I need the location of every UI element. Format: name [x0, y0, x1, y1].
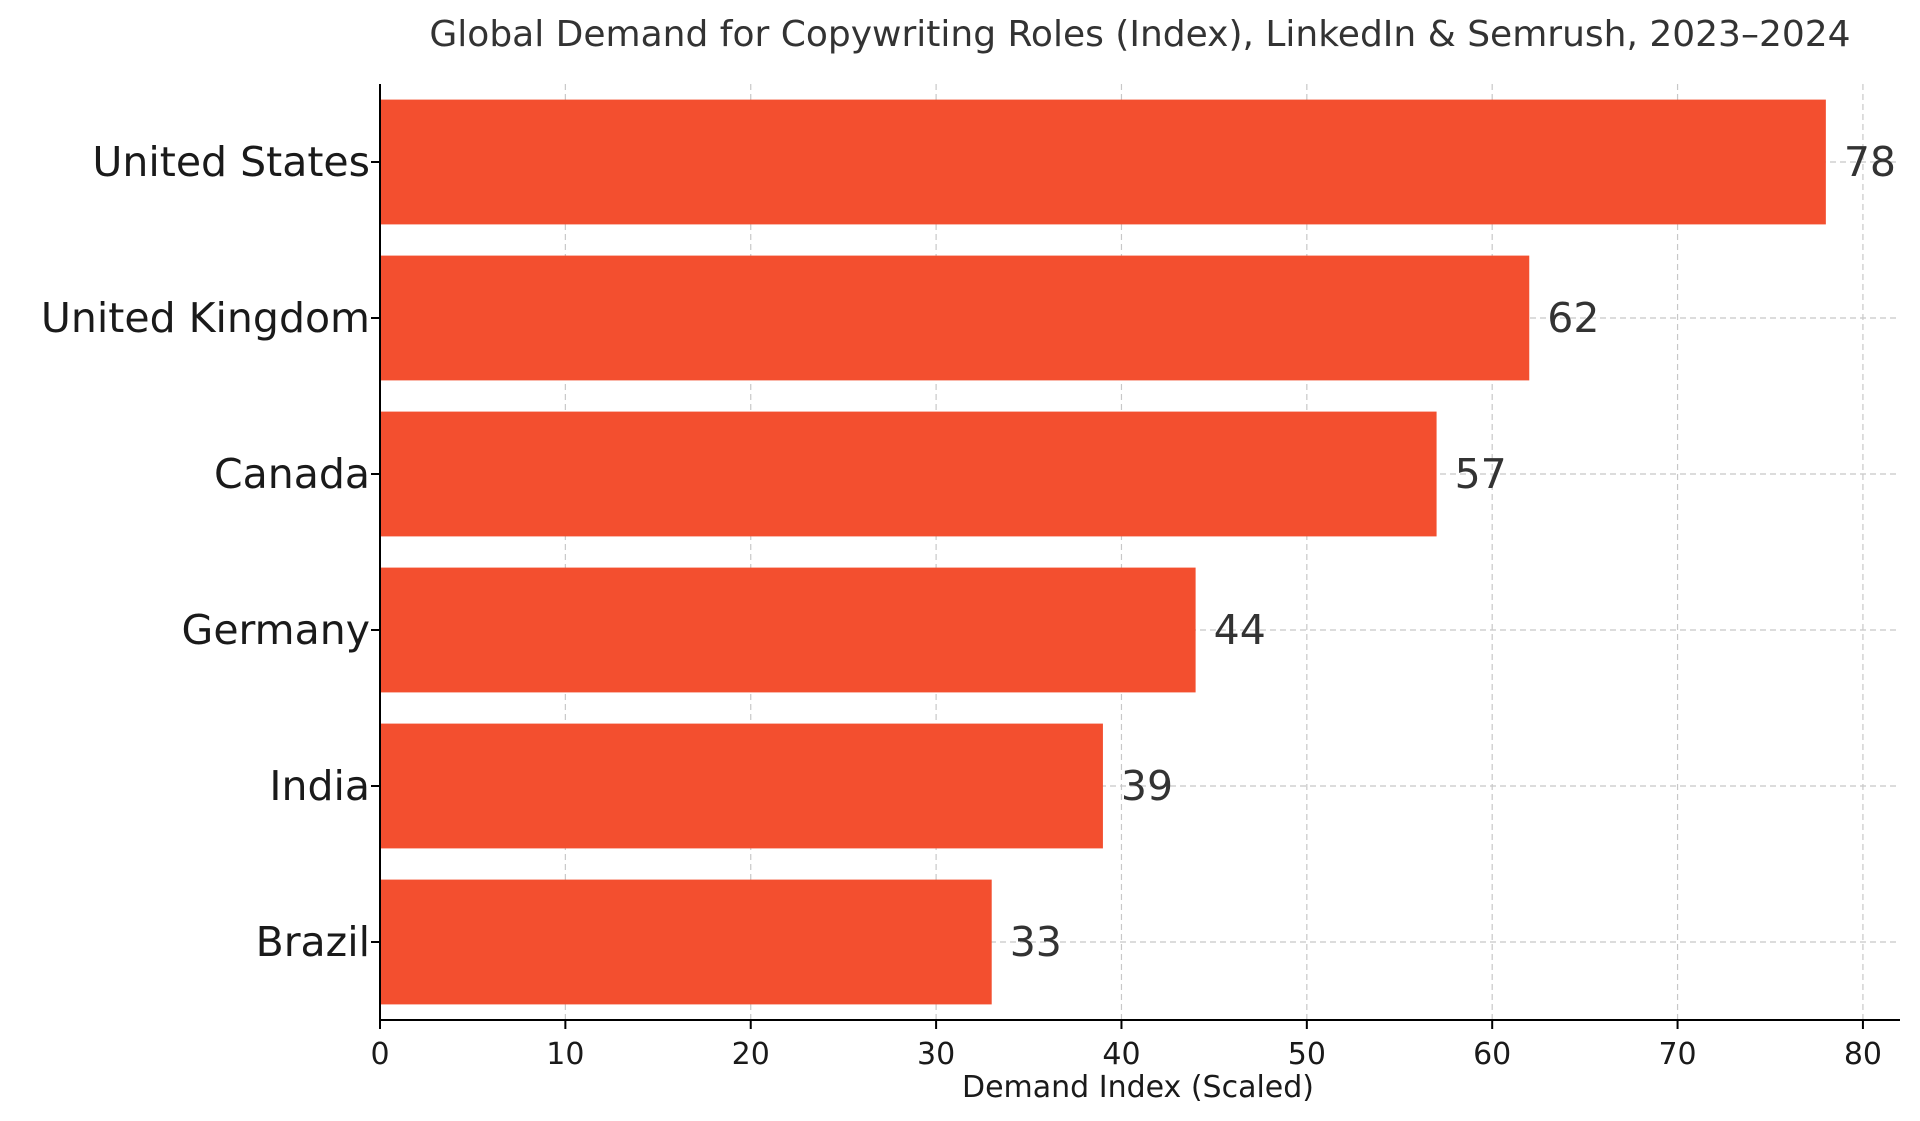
x-tick-label: 30 — [917, 1037, 955, 1072]
value-label: 78 — [1844, 138, 1896, 186]
value-label: 39 — [1121, 762, 1173, 810]
category-label: Germany — [182, 606, 370, 654]
x-tick-label: 50 — [1288, 1037, 1326, 1072]
x-tick-label: 0 — [370, 1037, 389, 1072]
x-tick-label: 40 — [1102, 1037, 1140, 1072]
value-label: 33 — [1010, 918, 1062, 966]
x-axis-title: Demand Index (Scaled) — [962, 1070, 1314, 1105]
axes — [379, 84, 1900, 1021]
value-label: 62 — [1547, 294, 1599, 342]
x-tick-label: 70 — [1658, 1037, 1696, 1072]
x-tick-label: 60 — [1473, 1037, 1511, 1072]
y-axis-categories: United States United Kingdom Canada Germany… — [41, 138, 380, 966]
category-label: Brazil — [256, 918, 370, 966]
category-label: India — [269, 762, 370, 810]
bar — [380, 99, 1826, 225]
x-tick-label: 10 — [546, 1037, 584, 1072]
x-axis-ticks: 0 10 20 30 40 50 60 70 80 — [370, 1020, 1882, 1072]
category-label: United Kingdom — [41, 294, 370, 342]
category-label: United States — [92, 138, 370, 186]
bar — [380, 879, 992, 1005]
bar — [380, 567, 1196, 693]
bar — [380, 723, 1103, 849]
bar — [380, 255, 1530, 381]
bars — [380, 99, 1826, 1005]
bar — [380, 411, 1437, 537]
value-labels: 78 62 57 44 39 33 — [1010, 138, 1896, 966]
x-tick-label: 80 — [1844, 1037, 1882, 1072]
value-label: 57 — [1455, 450, 1507, 498]
chart-title: Global Demand for Copywriting Roles (Ind… — [429, 14, 1850, 55]
category-label: Canada — [214, 450, 370, 498]
value-label: 44 — [1214, 606, 1266, 654]
x-tick-label: 20 — [732, 1037, 770, 1072]
